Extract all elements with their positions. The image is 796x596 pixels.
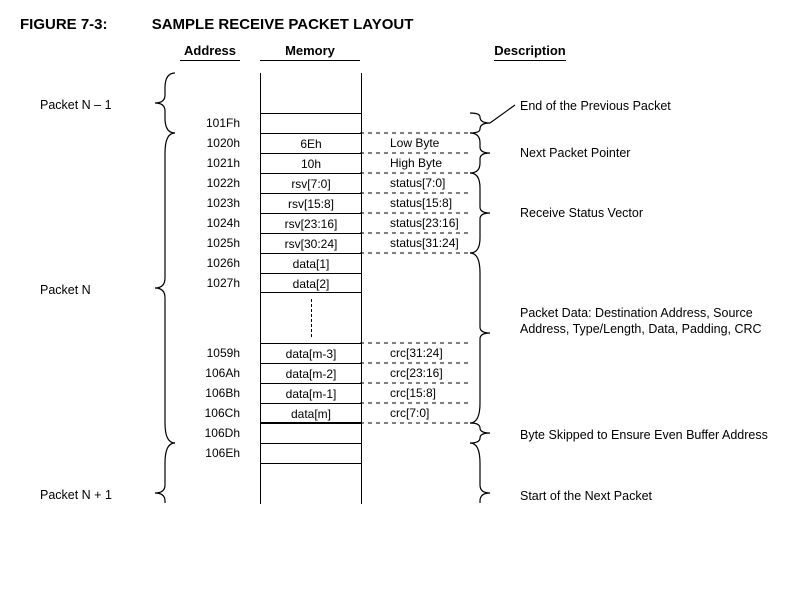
addr-1022: 1022h	[180, 173, 250, 193]
annot-crc158: crc[15:8]	[390, 383, 436, 403]
addr-1026: 1026h	[180, 253, 250, 273]
addr-1021: 1021h	[180, 153, 250, 173]
desc-skipped: Byte Skipped to Ensure Even Buffer Addre…	[520, 427, 768, 443]
col-header-memory: Memory	[260, 43, 360, 61]
addr-106C: 106Ch	[180, 403, 250, 423]
desc-start-next: Start of the Next Packet	[520, 488, 652, 504]
col-header-description: Description	[400, 43, 660, 60]
mem-1021: 10h	[261, 153, 361, 173]
addr-1059: 1059h	[180, 343, 250, 363]
addr-1023: 1023h	[180, 193, 250, 213]
addr-101F: 101Fh	[180, 113, 250, 133]
mem-row-101F	[261, 113, 361, 133]
mem-gap-ellipsis	[261, 293, 361, 343]
mem-1059: data[m-3]	[261, 343, 361, 363]
annot-status158: status[15:8]	[390, 193, 452, 213]
desc-end-prev: End of the Previous Packet	[520, 98, 671, 114]
annot-crc3124: crc[31:24]	[390, 343, 443, 363]
mem-row-106D	[261, 423, 361, 443]
figure-number: FIGURE 7-3:	[20, 16, 108, 33]
addr-106E: 106Eh	[180, 443, 250, 463]
mem-open-bottom	[261, 463, 361, 504]
annot-crc2316: crc[23:16]	[390, 363, 443, 383]
annot-crc70: crc[7:0]	[390, 403, 429, 423]
col-header-address: Address	[180, 43, 240, 61]
memory-column: 6Eh 10h rsv[7:0] rsv[15:8] rsv[23:16] rs…	[260, 73, 362, 504]
figure-name: SAMPLE RECEIVE PACKET LAYOUT	[152, 16, 414, 33]
addr-1024: 1024h	[180, 213, 250, 233]
annot-status70: status[7:0]	[390, 173, 445, 193]
overlay-svg	[20, 43, 790, 563]
mem-106C: data[m]	[261, 403, 361, 423]
addr-106A: 106Ah	[180, 363, 250, 383]
addr-1025: 1025h	[180, 233, 250, 253]
mem-1022: rsv[7:0]	[261, 173, 361, 193]
mem-1027: data[2]	[261, 273, 361, 293]
label-packet-prev: Packet N – 1	[40, 98, 130, 112]
mem-open-top	[261, 73, 361, 113]
annot-status3124: status[31:24]	[390, 233, 459, 253]
label-packet-curr: Packet N	[40, 283, 130, 297]
figure-title: FIGURE 7-3: SAMPLE RECEIVE PACKET LAYOUT	[20, 16, 776, 33]
label-packet-next: Packet N + 1	[40, 488, 130, 502]
annot-highbyte: High Byte	[390, 153, 442, 173]
addr-1020: 1020h	[180, 133, 250, 153]
mem-row-106E	[261, 443, 361, 463]
mem-106A: data[m-2]	[261, 363, 361, 383]
mem-1020: 6Eh	[261, 133, 361, 153]
desc-rsv: Receive Status Vector	[520, 205, 643, 221]
desc-next-ptr: Next Packet Pointer	[520, 145, 630, 161]
mem-1026: data[1]	[261, 253, 361, 273]
annot-status2316: status[23:16]	[390, 213, 459, 233]
mem-1025: rsv[30:24]	[261, 233, 361, 253]
addr-106D: 106Dh	[180, 423, 250, 443]
addr-1027: 1027h	[180, 273, 250, 293]
addr-106B: 106Bh	[180, 383, 250, 403]
mem-1023: rsv[15:8]	[261, 193, 361, 213]
mem-106B: data[m-1]	[261, 383, 361, 403]
mem-1024: rsv[23:16]	[261, 213, 361, 233]
packet-layout-diagram: Address Memory Description 6Eh 10h rsv[7…	[20, 43, 776, 563]
desc-pkt-data: Packet Data: Destination Address, Source…	[520, 305, 776, 337]
annot-lowbyte: Low Byte	[390, 133, 439, 153]
